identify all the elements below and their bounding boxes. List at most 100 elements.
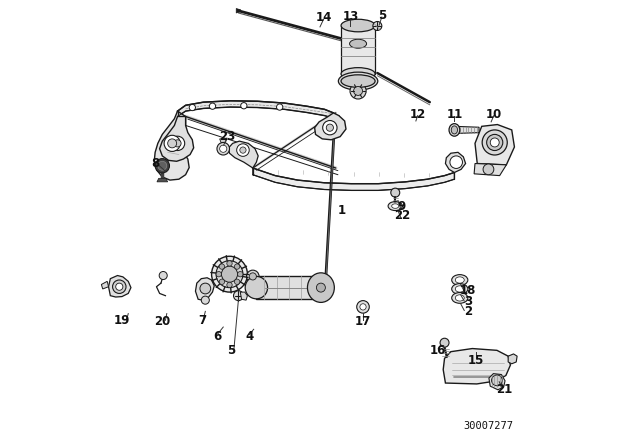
Ellipse shape xyxy=(455,286,464,292)
Text: 12: 12 xyxy=(410,108,426,121)
Text: 9: 9 xyxy=(398,200,406,214)
Circle shape xyxy=(440,338,449,347)
Ellipse shape xyxy=(341,68,375,80)
Text: 3: 3 xyxy=(464,294,472,308)
Polygon shape xyxy=(236,9,241,13)
Circle shape xyxy=(168,139,177,148)
Circle shape xyxy=(482,130,508,155)
Ellipse shape xyxy=(349,39,367,48)
Text: 6: 6 xyxy=(214,330,222,344)
Circle shape xyxy=(209,103,216,109)
Circle shape xyxy=(391,188,400,197)
Circle shape xyxy=(158,161,167,170)
Polygon shape xyxy=(154,111,189,180)
Text: 21: 21 xyxy=(497,383,513,396)
Circle shape xyxy=(170,136,185,151)
Ellipse shape xyxy=(452,293,468,303)
Ellipse shape xyxy=(451,126,458,134)
Circle shape xyxy=(492,375,502,386)
Ellipse shape xyxy=(310,276,332,299)
Circle shape xyxy=(221,266,237,282)
Polygon shape xyxy=(109,276,131,297)
Ellipse shape xyxy=(449,124,460,136)
Polygon shape xyxy=(159,116,194,161)
Ellipse shape xyxy=(455,295,464,301)
Circle shape xyxy=(326,124,333,131)
Polygon shape xyxy=(228,141,258,168)
Circle shape xyxy=(246,270,259,283)
Circle shape xyxy=(350,83,366,99)
Circle shape xyxy=(227,282,232,288)
Polygon shape xyxy=(220,139,227,142)
Polygon shape xyxy=(157,178,168,182)
Text: 7: 7 xyxy=(198,314,207,327)
Ellipse shape xyxy=(245,276,268,299)
Text: 5: 5 xyxy=(378,9,386,22)
Text: 16: 16 xyxy=(429,344,445,357)
Text: 1: 1 xyxy=(337,204,346,217)
Text: 8: 8 xyxy=(152,157,160,171)
Circle shape xyxy=(490,138,499,147)
Circle shape xyxy=(450,156,463,168)
Circle shape xyxy=(353,86,362,95)
Circle shape xyxy=(220,279,225,284)
Polygon shape xyxy=(489,374,505,390)
Circle shape xyxy=(234,279,240,284)
Polygon shape xyxy=(454,126,479,134)
Text: 10: 10 xyxy=(486,108,502,121)
Circle shape xyxy=(116,283,123,290)
Circle shape xyxy=(323,121,337,135)
Text: 13: 13 xyxy=(342,10,358,23)
Ellipse shape xyxy=(341,19,375,32)
Ellipse shape xyxy=(339,72,378,90)
Circle shape xyxy=(155,159,170,173)
Polygon shape xyxy=(253,168,454,190)
Polygon shape xyxy=(475,125,515,165)
Circle shape xyxy=(216,261,243,288)
Circle shape xyxy=(189,104,195,111)
Circle shape xyxy=(234,291,243,301)
Polygon shape xyxy=(240,292,248,300)
Text: 18: 18 xyxy=(460,284,476,297)
Polygon shape xyxy=(195,278,214,300)
Text: 30007277: 30007277 xyxy=(463,422,513,431)
Circle shape xyxy=(200,283,211,294)
Text: 5: 5 xyxy=(227,344,236,357)
Polygon shape xyxy=(508,354,517,364)
Polygon shape xyxy=(315,113,346,140)
Circle shape xyxy=(241,103,247,109)
Circle shape xyxy=(249,273,257,280)
Text: 2: 2 xyxy=(464,305,472,318)
Ellipse shape xyxy=(455,277,464,283)
Ellipse shape xyxy=(452,284,468,294)
Text: 20: 20 xyxy=(154,315,170,328)
Circle shape xyxy=(216,271,221,277)
Ellipse shape xyxy=(341,75,375,87)
Circle shape xyxy=(240,147,246,153)
Text: 23: 23 xyxy=(219,130,235,143)
Polygon shape xyxy=(177,101,333,118)
Text: 22: 22 xyxy=(394,209,410,223)
Circle shape xyxy=(483,164,494,175)
Text: 11: 11 xyxy=(446,108,463,121)
Ellipse shape xyxy=(388,202,403,211)
Text: 15: 15 xyxy=(468,354,484,367)
Circle shape xyxy=(212,256,248,292)
Circle shape xyxy=(217,142,230,155)
Circle shape xyxy=(237,144,249,156)
Circle shape xyxy=(220,145,227,152)
Polygon shape xyxy=(443,349,511,384)
Circle shape xyxy=(164,135,180,151)
Polygon shape xyxy=(474,164,506,176)
Polygon shape xyxy=(341,26,375,74)
Text: 4: 4 xyxy=(245,330,253,344)
Circle shape xyxy=(237,271,243,277)
Circle shape xyxy=(276,104,283,110)
Polygon shape xyxy=(101,281,109,289)
Ellipse shape xyxy=(392,204,399,208)
Polygon shape xyxy=(445,152,466,172)
Circle shape xyxy=(356,301,369,313)
Circle shape xyxy=(201,296,209,304)
Text: 14: 14 xyxy=(316,11,332,25)
Ellipse shape xyxy=(452,275,468,285)
